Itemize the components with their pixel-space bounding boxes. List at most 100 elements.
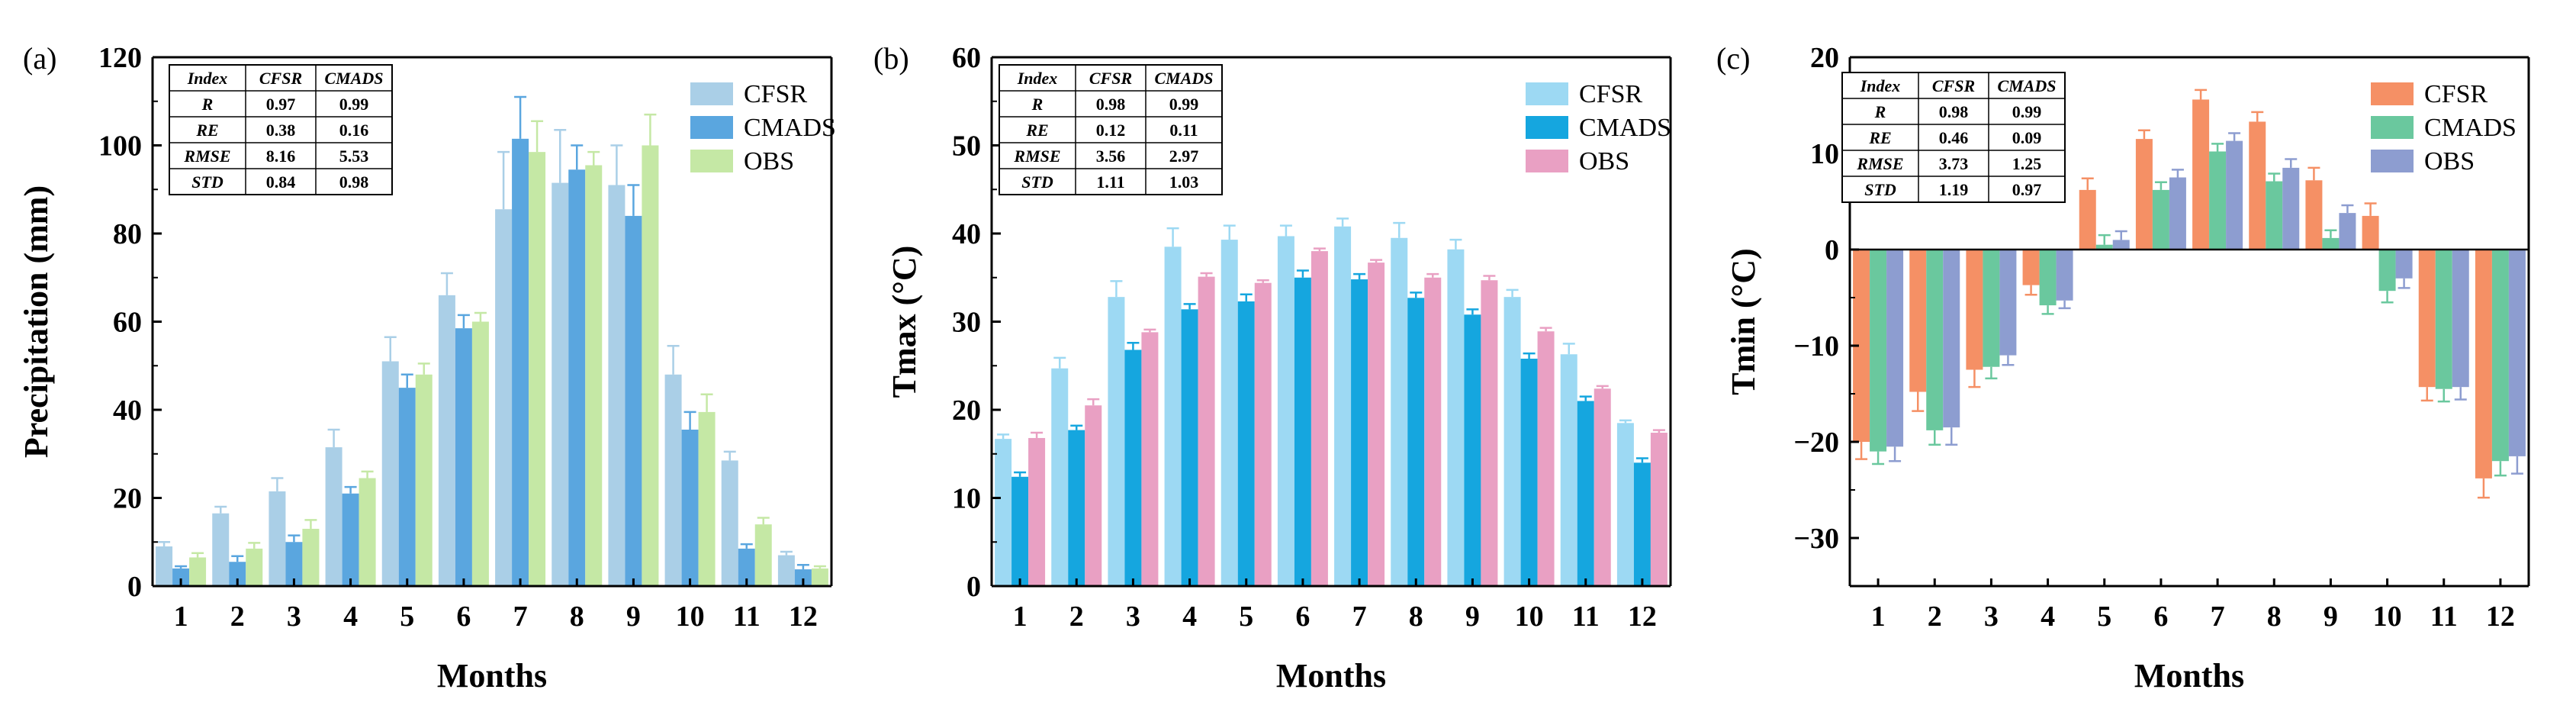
stats-table-cell: RMSE	[1856, 154, 1903, 173]
bar-obs-6	[1311, 251, 1328, 586]
bar-obs-3	[302, 528, 320, 586]
stats-table-cell: 1.25	[2012, 154, 2042, 173]
bar-cmads-10	[1520, 359, 1538, 586]
bar-cfsr-8	[552, 182, 569, 586]
y-tick-label: 20	[113, 483, 142, 515]
bar-cfsr-1	[1853, 250, 1870, 442]
x-tick-label: 7	[2211, 601, 2225, 633]
legend-label: CFSR	[744, 80, 807, 108]
bar-cfsr-8	[1391, 237, 1408, 586]
bar-obs-9	[2339, 213, 2356, 250]
stats-table-cell: 1.03	[1169, 172, 1199, 192]
bar-obs-9	[1481, 280, 1498, 586]
bar-obs-3	[1999, 250, 2017, 356]
bar-cmads-4	[2039, 250, 2057, 306]
stats-table-cell: 0.99	[339, 95, 369, 114]
legend-label: CMADS	[1579, 114, 1671, 142]
x-tick-label: 12	[789, 601, 818, 633]
legend-swatch	[690, 82, 733, 105]
stats-table: Index CFSR CMADS R 0.98 0.99 RE 0.12 0.11 RMSE 3.5…	[999, 64, 1223, 195]
bar-obs-7	[529, 152, 546, 587]
bar-cfsr-9	[608, 185, 626, 587]
x-tick-label: 4	[343, 601, 358, 633]
bar-obs-11	[2452, 250, 2469, 388]
bar-obs-4	[2056, 250, 2073, 301]
bar-cmads-9	[1464, 314, 1481, 586]
legend-swatch	[1526, 150, 1568, 172]
bar-cmads-5	[398, 388, 416, 586]
bar-cmads-6	[2152, 189, 2169, 250]
bar-cfsr-11	[2418, 250, 2436, 388]
series-cmads	[1870, 143, 2509, 477]
bar-cmads-10	[2378, 250, 2396, 292]
bar-obs-5	[1254, 282, 1272, 586]
bar-cmads-12	[1633, 462, 1651, 586]
bar-cfsr-1	[995, 439, 1012, 586]
x-tick-label: 3	[1984, 601, 1999, 633]
bar-cmads-8	[2266, 181, 2283, 250]
y-tick-label: 0	[1825, 234, 1839, 266]
bar-obs-8	[1424, 277, 1442, 586]
bar-cmads-3	[1983, 250, 2000, 367]
bar-cfsr-3	[1966, 250, 1983, 370]
y-tick-label: 10	[1810, 138, 1839, 170]
bar-cmads-1	[1870, 250, 1887, 452]
bar-cmads-6	[455, 328, 472, 586]
panel-label: (a)	[23, 41, 56, 76]
bar-cmads-9	[2322, 237, 2340, 250]
series-cfsr	[156, 129, 795, 587]
stats-table-cell: STD	[1021, 172, 1053, 192]
y-tick-label: 50	[952, 130, 981, 163]
bar-obs-9	[642, 145, 659, 586]
stats-table-frame	[169, 64, 393, 195]
bar-cfsr-10	[1503, 297, 1521, 586]
stats-table-cell: 3.56	[1096, 147, 1126, 166]
bar-cfsr-9	[1447, 249, 1465, 586]
bar-cfsr-6	[2135, 139, 2153, 250]
bar-cfsr-12	[777, 555, 795, 586]
bar-obs-2	[1943, 250, 1960, 428]
bar-cmads-2	[1068, 430, 1085, 586]
y-tick-label: 80	[113, 218, 142, 250]
stats-table: Index CFSR CMADS R 0.98 0.99 RE 0.46 0.09 RMSE 3.7…	[1841, 72, 2066, 203]
stats-table-cell: 5.53	[339, 147, 369, 166]
stats-table-cell: RMSE	[1013, 147, 1060, 166]
x-tick-label: 7	[1352, 601, 1367, 633]
legend-label: OBS	[744, 147, 794, 176]
stats-table-cell: 0.99	[1169, 95, 1199, 114]
legend-label: CMADS	[2424, 114, 2517, 142]
series-cfsr	[1853, 89, 2492, 499]
bar-cfsr-3	[269, 491, 286, 586]
stats-table-header: CMADS	[1997, 76, 2056, 95]
bar-cfsr-2	[1051, 368, 1069, 586]
series-cmads	[172, 95, 812, 586]
legend: CFSR CMADS OBS	[1526, 80, 1671, 176]
bar-cmads-12	[2491, 250, 2509, 462]
bar-cmads-5	[2095, 244, 2113, 250]
y-axis-title: Tmin (°C)	[1725, 248, 1762, 395]
series-obs	[1028, 247, 1667, 586]
stats-table-cell: 0.98	[339, 172, 369, 192]
bar-obs-7	[2226, 140, 2243, 250]
bar-obs-4	[359, 478, 376, 586]
x-tick-label: 9	[1465, 601, 1480, 633]
x-tick-label: 2	[1928, 601, 1942, 633]
x-tick-label: 9	[2324, 601, 2338, 633]
y-tick-label: 40	[113, 395, 142, 427]
bar-cfsr-3	[1108, 297, 1125, 586]
stats-table-cell: RE	[1868, 128, 1891, 147]
x-tick-label: 2	[230, 601, 245, 633]
legend-swatch	[1526, 116, 1568, 139]
stats-table-cell: 0.98	[1939, 102, 1969, 121]
stats-table-cell: 2.97	[1169, 147, 1199, 166]
bar-cmads-4	[342, 493, 359, 586]
x-tick-label: 12	[2486, 601, 2515, 633]
bar-cfsr-5	[2079, 189, 2096, 250]
x-tick-label: 2	[1069, 601, 1084, 633]
stats-table-cell: 0.84	[266, 172, 296, 192]
panel-label: (c)	[1716, 41, 1750, 76]
bar-cfsr-12	[1616, 423, 1634, 586]
stats-table-header: Index	[1017, 69, 1058, 88]
